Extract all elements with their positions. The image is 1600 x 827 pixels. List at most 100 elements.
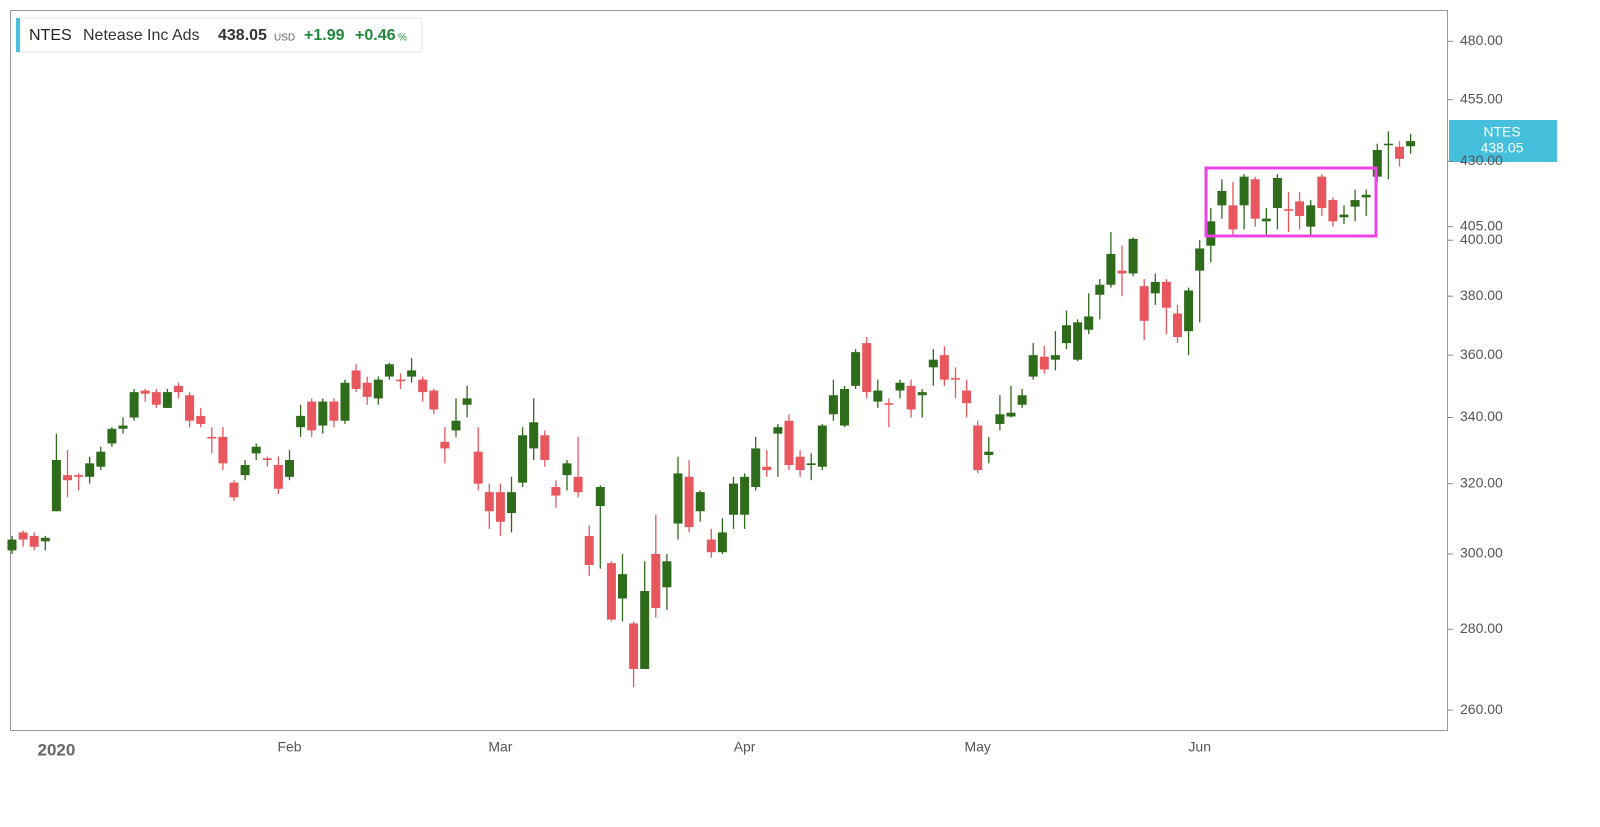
candle-body xyxy=(273,465,283,489)
candle-body xyxy=(884,403,894,405)
candle-body xyxy=(1350,200,1360,207)
candle-body xyxy=(1062,325,1071,344)
candle-body xyxy=(1217,190,1227,206)
candle-body xyxy=(1383,143,1393,146)
y-tick-label: 260.00 xyxy=(1460,701,1503,717)
y-tick-label: 400.00 xyxy=(1460,231,1503,247)
candle-body xyxy=(1228,205,1238,230)
y-tick-label: 340.00 xyxy=(1460,408,1503,424)
price-badge: NTES 438.05 xyxy=(1449,120,1557,162)
candle-body xyxy=(462,398,472,405)
candle-body xyxy=(1161,281,1171,308)
y-tick-label: 455.00 xyxy=(1460,90,1503,106)
candle-body xyxy=(629,623,639,669)
legend-change-percent: +0.46 xyxy=(355,27,396,44)
y-tick-label: 430.00 xyxy=(1460,152,1503,168)
candle-body xyxy=(1339,214,1349,218)
candle-body xyxy=(995,414,1005,424)
candle-body xyxy=(984,451,994,456)
candles xyxy=(7,131,1416,688)
candle-body xyxy=(640,590,650,669)
candle-body xyxy=(384,364,394,377)
legend-currency: USD xyxy=(274,33,295,44)
candle-body xyxy=(773,427,783,434)
candle-body xyxy=(285,460,294,477)
candle-body xyxy=(695,492,705,512)
candle-body xyxy=(207,436,217,439)
price-badge-price: 438.05 xyxy=(1481,140,1524,156)
candle-body xyxy=(185,395,195,421)
candle-body xyxy=(673,473,683,524)
candle-body xyxy=(862,343,872,393)
y-tick-label: 380.00 xyxy=(1460,287,1503,303)
candle-body xyxy=(1128,238,1138,274)
candle-body xyxy=(1084,316,1094,330)
candle-body xyxy=(318,401,328,426)
candle-body xyxy=(895,382,905,391)
candle-body xyxy=(196,415,206,424)
candle-body xyxy=(751,448,761,488)
candle-body xyxy=(529,422,539,449)
candle-body xyxy=(218,436,228,464)
candle-body xyxy=(118,425,128,429)
candle-body xyxy=(573,476,583,493)
candle-body xyxy=(806,463,816,466)
candle-body xyxy=(1361,194,1371,198)
candle-body xyxy=(129,392,139,418)
candle-body xyxy=(362,382,372,397)
candle-body xyxy=(518,435,528,483)
candle-body xyxy=(1050,355,1060,360)
candle-body xyxy=(1173,313,1182,338)
x-tick-label: Feb xyxy=(277,739,301,755)
candle-body xyxy=(29,535,39,547)
candle-body xyxy=(96,451,106,467)
candle-body xyxy=(74,475,84,477)
candle-body xyxy=(784,420,794,466)
legend-price: 438.05 xyxy=(218,27,267,44)
candle-body xyxy=(540,435,550,461)
candle-body xyxy=(851,352,861,386)
candle-body xyxy=(584,535,594,565)
candle-body xyxy=(817,425,827,467)
candle-body xyxy=(140,390,150,394)
candle-body xyxy=(651,554,661,609)
candle-body xyxy=(1328,200,1338,222)
candle-body xyxy=(606,563,616,620)
y-tick-label: 480.00 xyxy=(1460,32,1503,48)
candle-body xyxy=(229,482,239,498)
legend-name: Netease Inc Ads xyxy=(83,27,200,44)
candle-body xyxy=(618,574,627,599)
y-tick-label: 405.00 xyxy=(1460,217,1503,233)
legend-percent-sign: % xyxy=(398,33,407,44)
legend-symbol: NTES xyxy=(29,27,72,44)
candle-body xyxy=(1184,290,1194,332)
candle-body xyxy=(828,395,838,415)
candle-body xyxy=(840,388,849,426)
candle-body xyxy=(729,483,738,515)
consolidation-box xyxy=(1204,166,1378,238)
plot-frame xyxy=(10,10,1448,731)
candle-body xyxy=(18,532,28,540)
candle-body xyxy=(1117,270,1127,274)
candle-body xyxy=(1106,253,1116,285)
y-tick-label: 320.00 xyxy=(1460,474,1503,490)
candle-body xyxy=(1306,205,1316,227)
legend-change: +1.99 xyxy=(304,27,345,44)
candle-body xyxy=(151,392,161,405)
candle-body xyxy=(451,420,461,431)
candle-body xyxy=(1372,149,1382,177)
candle-body xyxy=(1272,177,1282,208)
candle-body xyxy=(973,425,983,471)
candle-body xyxy=(507,492,516,513)
candle-body xyxy=(373,379,383,399)
candle-body xyxy=(51,460,61,512)
candle-body xyxy=(928,359,938,368)
candle-body xyxy=(251,446,261,454)
candle-body xyxy=(40,537,50,542)
candle-body xyxy=(329,401,339,421)
candle-body xyxy=(340,382,350,421)
candle-body xyxy=(662,561,672,588)
candle-body xyxy=(1073,322,1083,360)
